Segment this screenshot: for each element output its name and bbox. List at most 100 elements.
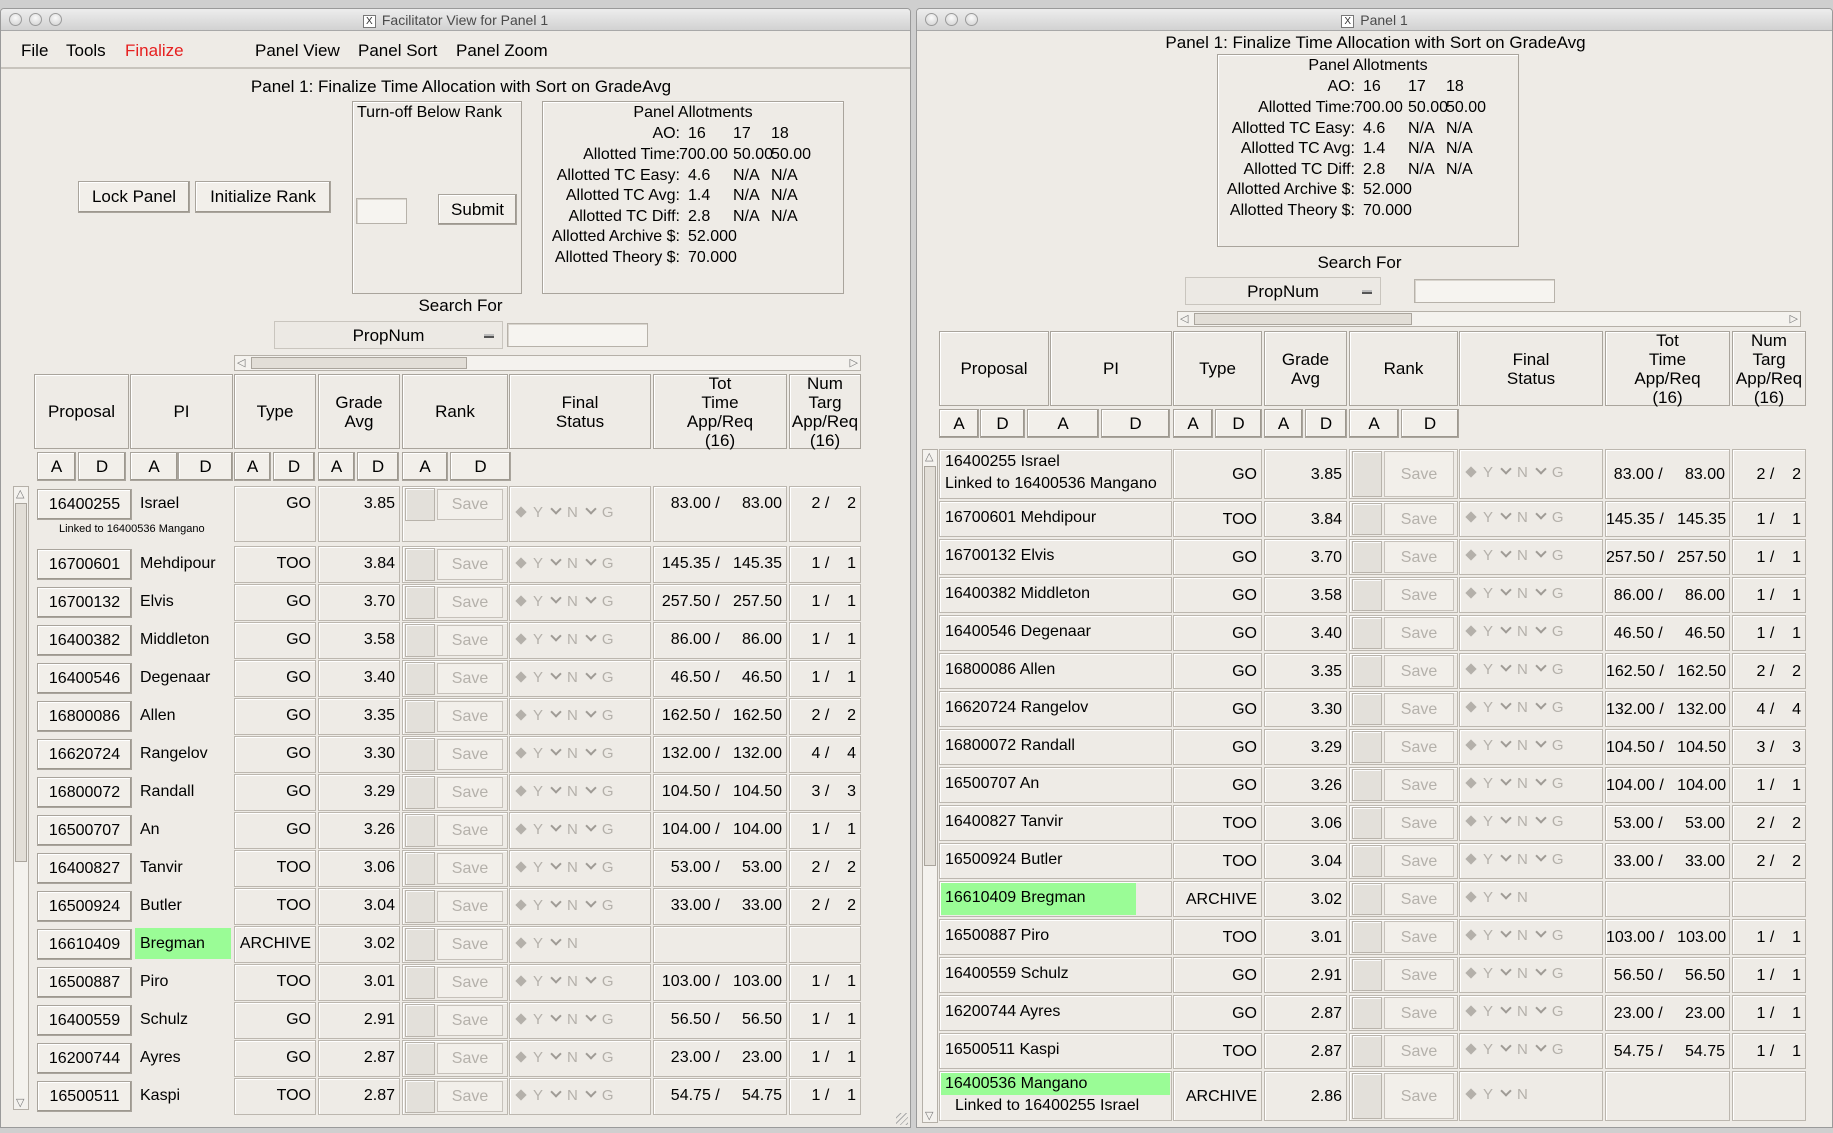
status-y-option[interactable]: Y — [533, 972, 544, 990]
status-n-option[interactable]: N — [567, 782, 578, 800]
status-n-option[interactable]: N — [567, 972, 578, 990]
sort-descending-button[interactable]: D — [78, 452, 126, 481]
status-n-option[interactable]: N — [567, 504, 578, 521]
save-button[interactable]: Save — [1384, 541, 1454, 573]
status-y-option[interactable]: Y — [1483, 889, 1494, 906]
status-g-option[interactable]: G — [1551, 775, 1564, 792]
status-n-option[interactable]: N — [1517, 509, 1528, 526]
status-g-option[interactable]: G — [601, 554, 614, 572]
status-n-option[interactable]: N — [567, 706, 578, 724]
status-n-option[interactable]: N — [1517, 547, 1528, 564]
save-button[interactable]: Save — [1384, 807, 1454, 839]
initialize-rank-button[interactable]: Initialize Rank — [195, 181, 331, 213]
proposal-number-button[interactable]: 16400559 — [37, 1005, 132, 1036]
proposal-number[interactable]: 16500924 — [945, 851, 1017, 868]
column-header-num-targ[interactable]: Num Targ App/Req (16) — [789, 374, 861, 450]
proposal-number[interactable]: 16620724 — [945, 699, 1017, 716]
sort-ascending-button[interactable]: A — [1349, 409, 1399, 438]
proposal-number-button[interactable]: 16200744 — [37, 1043, 132, 1074]
rank-input[interactable] — [405, 890, 435, 923]
menu-finalize[interactable]: Finalize — [125, 41, 184, 60]
status-g-option[interactable]: G — [1551, 927, 1564, 944]
status-y-option[interactable]: Y — [533, 896, 544, 914]
save-button[interactable]: Save — [437, 549, 503, 580]
rank-input[interactable] — [1352, 883, 1382, 915]
status-g-option[interactable]: G — [1551, 509, 1564, 526]
scroll-up-icon[interactable]: △ — [16, 488, 25, 500]
rank-input[interactable] — [1352, 997, 1382, 1029]
scroll-down-icon[interactable]: ▽ — [925, 1110, 934, 1122]
status-n-option[interactable]: N — [567, 858, 578, 876]
status-y-option[interactable]: Y — [1483, 1041, 1494, 1058]
zoom-window-button[interactable] — [965, 13, 978, 26]
rank-input[interactable] — [405, 1004, 435, 1037]
save-button[interactable]: Save — [1384, 1035, 1454, 1067]
status-y-option[interactable]: Y — [533, 934, 544, 952]
status-y-option[interactable]: Y — [1483, 1003, 1494, 1020]
rank-input[interactable] — [405, 966, 435, 999]
status-n-option[interactable]: N — [1517, 623, 1528, 640]
rank-input[interactable] — [1352, 579, 1382, 611]
status-y-option[interactable]: Y — [1483, 623, 1494, 640]
status-y-option[interactable]: Y — [533, 782, 544, 800]
save-button[interactable]: Save — [437, 1081, 503, 1112]
status-y-option[interactable]: Y — [1483, 813, 1494, 830]
status-n-option[interactable]: N — [1517, 965, 1528, 982]
status-n-option[interactable]: N — [567, 744, 578, 762]
vertical-scrollbar[interactable]: △ ▽ — [922, 449, 938, 1123]
status-g-option[interactable]: G — [601, 858, 614, 876]
sort-descending-button[interactable]: D — [273, 452, 315, 481]
scroll-up-icon[interactable]: △ — [925, 451, 934, 463]
save-button[interactable]: Save — [1384, 1073, 1454, 1119]
rank-input[interactable] — [405, 776, 435, 809]
rank-input[interactable] — [405, 700, 435, 733]
proposal-number[interactable]: 16400382 — [945, 585, 1017, 602]
scroll-thumb[interactable] — [251, 357, 467, 369]
status-n-option[interactable]: N — [567, 592, 578, 610]
status-g-option[interactable]: G — [1551, 464, 1564, 481]
proposal-number[interactable]: 16400559 — [945, 965, 1017, 982]
menu-panel-view[interactable]: Panel View — [255, 41, 340, 60]
save-button[interactable]: Save — [1384, 997, 1454, 1029]
status-g-option[interactable]: G — [601, 630, 614, 648]
save-button[interactable]: Save — [1384, 503, 1454, 535]
rank-input[interactable] — [1352, 921, 1382, 953]
status-y-option[interactable]: Y — [533, 820, 544, 838]
status-g-option[interactable]: G — [601, 744, 614, 762]
proposal-number-button[interactable]: 16500887 — [37, 967, 132, 998]
rank-input[interactable] — [405, 852, 435, 885]
close-window-button[interactable] — [9, 13, 22, 26]
proposal-number-button[interactable]: 16400546 — [37, 663, 132, 694]
proposal-number-button[interactable]: 16620724 — [37, 739, 132, 770]
sort-descending-button[interactable]: D — [1101, 409, 1170, 438]
column-header-grade-avg[interactable]: Grade Avg — [318, 374, 400, 449]
scroll-thumb[interactable] — [924, 466, 936, 866]
proposal-number-button[interactable]: 16800072 — [37, 777, 132, 808]
status-n-option[interactable]: N — [567, 1048, 578, 1066]
close-window-button[interactable] — [925, 13, 938, 26]
status-y-option[interactable]: Y — [1483, 699, 1494, 716]
column-header-pi[interactable]: PI — [130, 374, 233, 449]
status-g-option[interactable]: G — [601, 820, 614, 838]
status-n-option[interactable]: N — [1517, 1003, 1528, 1020]
status-n-option[interactable]: N — [1517, 585, 1528, 602]
sort-descending-button[interactable]: D — [178, 452, 233, 481]
status-g-option[interactable]: G — [1551, 1003, 1564, 1020]
scroll-left-icon[interactable]: ◁ — [237, 357, 246, 369]
rank-input[interactable] — [405, 548, 435, 581]
rank-input[interactable] — [1352, 541, 1382, 573]
menu-tools[interactable]: Tools — [66, 41, 106, 60]
status-y-option[interactable]: Y — [1483, 661, 1494, 678]
scroll-thumb[interactable] — [1194, 313, 1412, 325]
column-header-rank[interactable]: Rank — [402, 374, 508, 449]
status-n-option[interactable]: N — [1517, 775, 1528, 792]
